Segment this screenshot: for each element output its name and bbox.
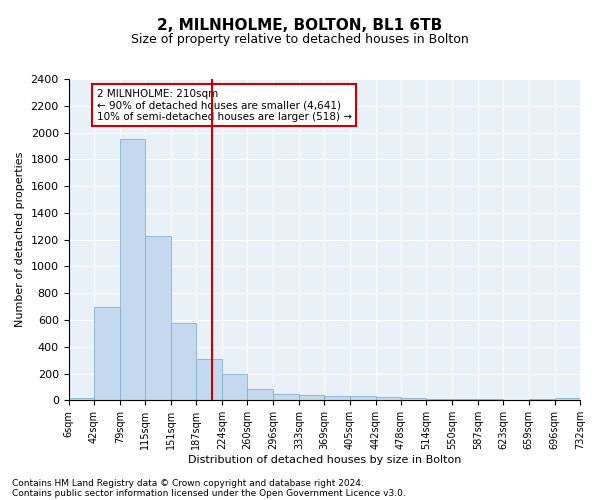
- Text: Contains HM Land Registry data © Crown copyright and database right 2024.: Contains HM Land Registry data © Crown c…: [12, 478, 364, 488]
- Bar: [427, 399, 452, 400]
- Bar: [376, 397, 401, 400]
- Bar: [222, 374, 247, 400]
- Bar: [170, 324, 196, 400]
- Bar: [273, 394, 299, 400]
- Bar: [247, 389, 273, 400]
- Bar: [196, 359, 222, 401]
- Text: Size of property relative to detached houses in Bolton: Size of property relative to detached ho…: [131, 32, 469, 46]
- Bar: [554, 398, 580, 400]
- Text: Contains public sector information licensed under the Open Government Licence v3: Contains public sector information licen…: [12, 488, 406, 498]
- Bar: [120, 140, 145, 400]
- Bar: [529, 399, 554, 400]
- X-axis label: Distribution of detached houses by size in Bolton: Distribution of detached houses by size …: [188, 455, 461, 465]
- Bar: [94, 306, 120, 400]
- Bar: [478, 399, 503, 400]
- Bar: [145, 236, 170, 400]
- Bar: [452, 399, 478, 400]
- Bar: [324, 396, 350, 400]
- Y-axis label: Number of detached properties: Number of detached properties: [15, 152, 25, 328]
- Text: 2, MILNHOLME, BOLTON, BL1 6TB: 2, MILNHOLME, BOLTON, BL1 6TB: [157, 18, 443, 32]
- Bar: [401, 398, 427, 400]
- Text: 2 MILNHOLME: 210sqm
← 90% of detached houses are smaller (4,641)
10% of semi-det: 2 MILNHOLME: 210sqm ← 90% of detached ho…: [97, 88, 352, 122]
- Bar: [299, 395, 324, 400]
- Bar: [350, 396, 376, 400]
- Bar: [68, 398, 94, 400]
